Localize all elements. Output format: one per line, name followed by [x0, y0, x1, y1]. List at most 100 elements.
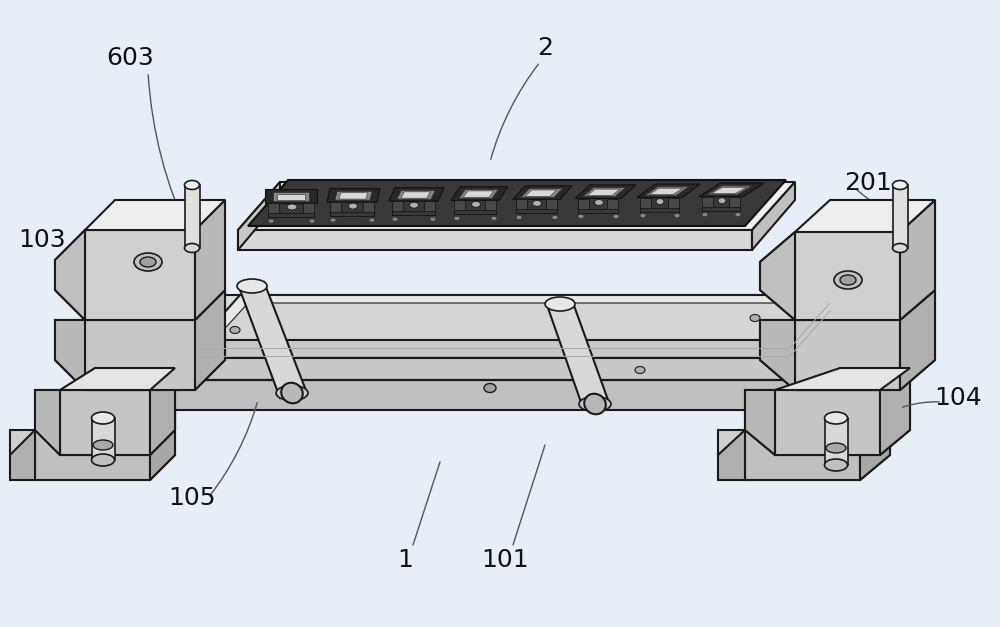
Polygon shape [893, 185, 908, 248]
Ellipse shape [392, 217, 398, 221]
Ellipse shape [702, 213, 708, 217]
Polygon shape [637, 184, 700, 198]
Ellipse shape [594, 199, 604, 206]
Ellipse shape [237, 279, 267, 293]
Polygon shape [790, 295, 830, 358]
Polygon shape [521, 189, 562, 198]
Polygon shape [900, 290, 935, 390]
Polygon shape [238, 182, 795, 230]
Polygon shape [330, 202, 341, 216]
Polygon shape [155, 360, 815, 410]
Ellipse shape [893, 181, 908, 189]
Polygon shape [185, 185, 200, 248]
Polygon shape [55, 230, 85, 320]
Polygon shape [729, 197, 740, 211]
Ellipse shape [824, 459, 848, 471]
Polygon shape [401, 192, 430, 198]
Polygon shape [451, 187, 508, 200]
Ellipse shape [276, 386, 308, 401]
Polygon shape [303, 203, 314, 217]
Ellipse shape [516, 216, 522, 219]
Polygon shape [718, 408, 890, 480]
Polygon shape [760, 200, 935, 320]
Polygon shape [775, 390, 880, 455]
Polygon shape [389, 187, 444, 201]
Polygon shape [795, 232, 900, 320]
Ellipse shape [584, 394, 606, 414]
Polygon shape [578, 199, 589, 213]
Polygon shape [35, 368, 175, 455]
Polygon shape [248, 180, 786, 226]
Polygon shape [707, 186, 752, 195]
Polygon shape [578, 209, 618, 213]
Ellipse shape [674, 214, 680, 218]
Polygon shape [699, 183, 764, 197]
Polygon shape [548, 300, 608, 408]
Polygon shape [175, 345, 815, 380]
Ellipse shape [369, 218, 375, 222]
Polygon shape [815, 310, 860, 410]
Ellipse shape [410, 202, 418, 208]
Polygon shape [880, 368, 910, 455]
Ellipse shape [579, 396, 611, 411]
Polygon shape [60, 368, 175, 390]
Ellipse shape [309, 219, 315, 223]
Polygon shape [392, 201, 403, 215]
Polygon shape [745, 430, 860, 480]
Ellipse shape [735, 213, 741, 217]
Polygon shape [454, 200, 465, 214]
Ellipse shape [430, 217, 436, 221]
Polygon shape [668, 198, 679, 211]
Ellipse shape [472, 201, 480, 208]
Polygon shape [575, 185, 636, 199]
Polygon shape [60, 390, 150, 455]
Polygon shape [175, 295, 860, 345]
Polygon shape [587, 189, 620, 196]
Polygon shape [150, 408, 175, 480]
Ellipse shape [893, 243, 908, 253]
Ellipse shape [840, 275, 856, 285]
Ellipse shape [330, 218, 336, 222]
Polygon shape [55, 320, 85, 390]
Polygon shape [392, 211, 435, 215]
Polygon shape [92, 418, 115, 460]
Polygon shape [815, 295, 860, 380]
Polygon shape [795, 200, 935, 232]
Polygon shape [702, 207, 740, 211]
Polygon shape [268, 213, 314, 217]
Polygon shape [640, 198, 651, 211]
Ellipse shape [268, 219, 274, 223]
Polygon shape [55, 290, 225, 390]
Ellipse shape [287, 204, 297, 210]
Text: 2: 2 [537, 36, 553, 60]
Polygon shape [825, 418, 848, 465]
Polygon shape [718, 430, 745, 480]
Ellipse shape [834, 271, 862, 289]
Ellipse shape [92, 412, 114, 424]
Polygon shape [277, 194, 305, 200]
Polygon shape [546, 199, 557, 213]
Ellipse shape [134, 253, 162, 271]
Polygon shape [150, 368, 175, 455]
Ellipse shape [656, 199, 664, 204]
Polygon shape [155, 310, 860, 360]
Polygon shape [335, 191, 372, 200]
Ellipse shape [545, 297, 575, 311]
Polygon shape [268, 203, 279, 217]
Polygon shape [330, 212, 374, 216]
Ellipse shape [92, 454, 114, 466]
Polygon shape [463, 191, 494, 198]
Polygon shape [35, 390, 60, 455]
Ellipse shape [230, 327, 240, 334]
Polygon shape [397, 191, 435, 199]
Ellipse shape [349, 203, 358, 209]
Text: 201: 201 [844, 171, 892, 195]
Polygon shape [363, 202, 374, 216]
Ellipse shape [184, 181, 200, 189]
Ellipse shape [635, 367, 645, 374]
Polygon shape [860, 408, 890, 480]
Polygon shape [10, 408, 175, 480]
Polygon shape [195, 200, 225, 320]
Ellipse shape [613, 214, 619, 218]
Polygon shape [238, 182, 280, 250]
